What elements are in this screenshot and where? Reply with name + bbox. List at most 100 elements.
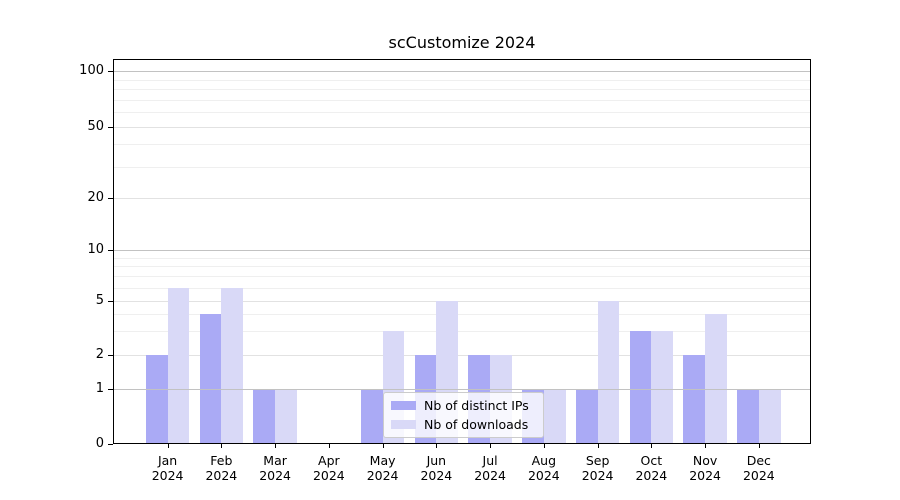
- x-tick-label-apr: Apr 2024: [297, 453, 361, 483]
- chart-title: scCustomize 2024: [388, 33, 536, 52]
- x-tick-label-aug: Aug 2024: [512, 453, 576, 483]
- bar-downloads-feb: [221, 287, 244, 444]
- bar-distinct-ips-nov: [683, 355, 706, 444]
- x-tick-month: Dec: [746, 453, 771, 468]
- x-tick-year: 2024: [151, 468, 184, 483]
- bar-downloads-sep: [597, 301, 620, 444]
- legend-swatch-distinct-ips: [391, 401, 416, 410]
- bar-downloads-nov: [705, 314, 727, 444]
- x-tick-month: Aug: [531, 453, 557, 468]
- gridline: [113, 354, 811, 356]
- x-tick-month: Apr: [318, 453, 340, 468]
- y-tick-label: 10: [87, 241, 104, 257]
- x-tick-year: 2024: [742, 468, 775, 483]
- x-tick-month: Oct: [640, 453, 663, 468]
- x-tick-mark: [275, 444, 277, 448]
- bar-downloads-aug: [543, 388, 566, 444]
- y-tick-mark: [108, 126, 113, 128]
- bar-downloads-dec: [758, 388, 781, 444]
- x-tick-mark: [328, 444, 330, 448]
- x-tick-year: 2024: [635, 468, 668, 483]
- gridline: [113, 287, 811, 289]
- gridline: [113, 79, 811, 81]
- x-tick-year: 2024: [474, 468, 506, 483]
- x-tick-year: 2024: [205, 468, 238, 483]
- x-tick-year: 2024: [527, 468, 560, 483]
- bar-distinct-ips-sep: [575, 388, 598, 444]
- legend-item-distinct-ips: Nb of distinct IPs: [391, 398, 536, 413]
- y-tick-mark: [108, 354, 113, 356]
- y-tick-label: 0: [95, 436, 104, 451]
- bar-distinct-ips-oct: [629, 331, 652, 444]
- bar-downloads-jan: [167, 287, 190, 444]
- x-tick-month: Sep: [585, 453, 610, 468]
- x-tick-month: Jul: [482, 453, 498, 468]
- x-tick-label-oct: Oct 2024: [619, 453, 683, 483]
- legend-swatch-downloads: [391, 420, 416, 429]
- y-tick-label: 1: [95, 380, 104, 396]
- y-tick-label: 2: [95, 346, 104, 362]
- bar-distinct-ips-mar: [253, 388, 276, 444]
- bar-distinct-ips-feb: [199, 314, 222, 444]
- bar-distinct-ips-dec: [737, 388, 759, 444]
- x-tick-month: Jun: [426, 453, 447, 468]
- x-tick-mark: [221, 444, 223, 448]
- x-tick-mark: [167, 444, 169, 448]
- gridline: [113, 249, 811, 251]
- x-tick-label-jul: Jul 2024: [458, 453, 522, 483]
- x-tick-mark: [651, 444, 653, 448]
- plot-area: [113, 59, 811, 444]
- y-tick-label: 50: [87, 118, 104, 134]
- bar-downloads-mar: [275, 388, 297, 444]
- x-tick-label-mar: Mar 2024: [243, 453, 307, 483]
- x-tick-label-jun: Jun 2024: [404, 453, 468, 483]
- x-tick-month: Jan: [157, 453, 178, 468]
- legend-item-downloads: Nb of downloads: [391, 417, 536, 432]
- y-tick-mark: [108, 388, 113, 390]
- gridline: [113, 314, 811, 316]
- y-tick-mark: [108, 444, 113, 445]
- gridline: [113, 276, 811, 278]
- x-tick-month: Mar: [263, 453, 287, 468]
- y-tick-mark: [108, 249, 113, 251]
- y-tick-label: 5: [95, 293, 104, 308]
- gridline: [113, 257, 811, 259]
- x-tick-label-nov: Nov 2024: [673, 453, 737, 483]
- legend: Nb of distinct IPs Nb of downloads: [383, 392, 544, 438]
- legend-label-downloads: Nb of downloads: [424, 417, 529, 432]
- x-tick-mark: [490, 444, 492, 448]
- bar-distinct-ips-may: [360, 388, 383, 444]
- gridline: [113, 126, 811, 128]
- x-tick-mark: [543, 444, 545, 448]
- x-tick-mark: [597, 444, 599, 448]
- x-tick-label-feb: Feb 2024: [189, 453, 253, 483]
- x-tick-label-dec: Dec 2024: [727, 453, 791, 483]
- gridline: [113, 301, 811, 302]
- x-tick-year: 2024: [581, 468, 614, 483]
- x-tick-year: 2024: [312, 468, 345, 483]
- gridline: [113, 388, 811, 390]
- y-tick-mark: [108, 197, 113, 199]
- gridline: [113, 266, 811, 268]
- gridline: [113, 197, 811, 199]
- bar-distinct-ips-jan: [145, 355, 168, 444]
- y-tick-label: 20: [87, 189, 104, 205]
- bar-downloads-oct: [651, 331, 674, 444]
- gridline: [113, 112, 811, 114]
- gridline: [113, 99, 811, 101]
- x-tick-year: 2024: [420, 468, 453, 483]
- y-tick-label: 100: [79, 63, 104, 78]
- x-tick-mark: [436, 444, 438, 448]
- gridline: [113, 166, 811, 168]
- x-tick-mark: [705, 444, 707, 448]
- x-tick-month: Nov: [692, 453, 718, 468]
- legend-label-distinct-ips: Nb of distinct IPs: [424, 398, 529, 413]
- gridline: [113, 71, 811, 72]
- x-tick-label-jan: Jan 2024: [136, 453, 200, 483]
- gridline: [113, 144, 811, 146]
- x-tick-mark: [382, 444, 384, 448]
- x-tick-year: 2024: [366, 468, 399, 483]
- x-tick-mark: [758, 444, 760, 448]
- x-tick-label-sep: Sep 2024: [566, 453, 630, 483]
